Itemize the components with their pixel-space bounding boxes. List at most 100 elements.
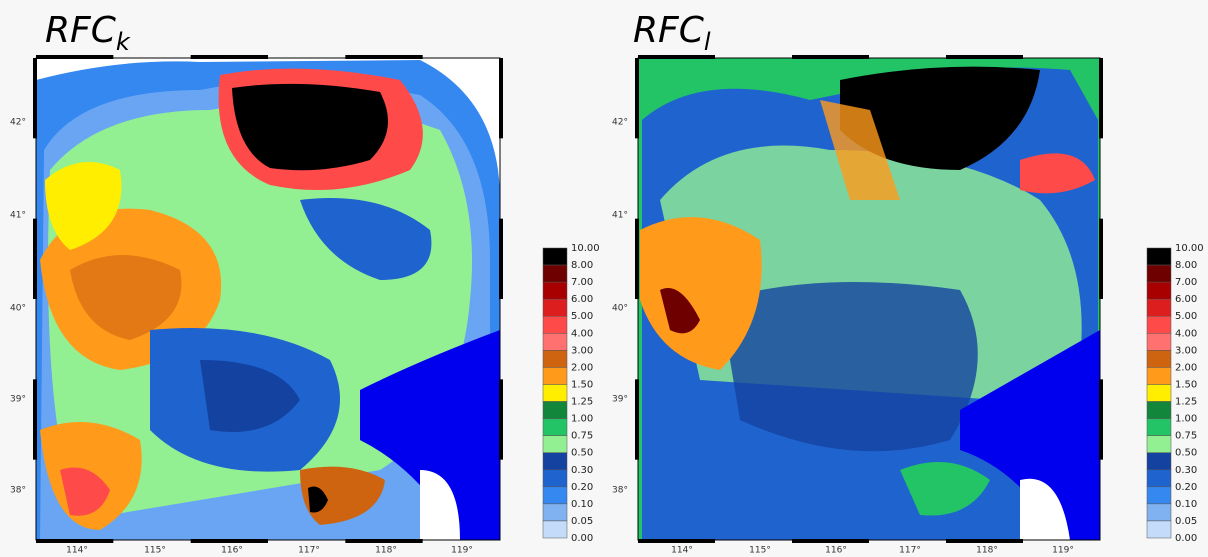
colorbar-cell xyxy=(1147,350,1171,367)
frame-band xyxy=(345,55,422,59)
frame-band xyxy=(33,219,37,299)
title-main: RFC xyxy=(45,10,117,51)
colorbar-cell xyxy=(543,282,567,299)
colorbar-cell xyxy=(1147,333,1171,350)
panel-title: RFCl xyxy=(633,10,711,56)
colorbar-label: 4.00 xyxy=(1175,328,1197,339)
figure: RFCk42°41°40°39°38°114°115°116°117°118°1… xyxy=(0,0,1208,557)
colorbar-label: 10.00 xyxy=(1175,243,1204,254)
colorbar-cell xyxy=(1147,487,1171,504)
colorbar-cell xyxy=(1147,248,1171,265)
colorbar-label: 0.50 xyxy=(571,448,593,459)
lat-label: 42° xyxy=(612,118,628,128)
lat-label: 38° xyxy=(612,486,628,496)
colorbar-cell xyxy=(543,265,567,282)
colorbar-label: 5.00 xyxy=(1175,311,1197,322)
lon-label: 114° xyxy=(66,546,88,556)
frame-band xyxy=(792,539,869,543)
lon-label: 116° xyxy=(825,546,847,556)
colorbar-label: 0.75 xyxy=(1175,431,1197,442)
frame-band xyxy=(345,539,422,543)
frame-band xyxy=(638,539,715,543)
frame-band xyxy=(1099,58,1103,138)
frame-band xyxy=(635,219,639,299)
colorbar-label: 10.00 xyxy=(571,243,600,254)
title-main: RFC xyxy=(633,10,705,51)
colorbar-cell xyxy=(1147,265,1171,282)
colorbar-label: 0.05 xyxy=(1175,516,1197,527)
lat-label: 40° xyxy=(612,304,628,314)
lon-label: 115° xyxy=(749,546,771,556)
lon-label: 119° xyxy=(451,546,473,556)
colorbar-label: 0.50 xyxy=(1175,448,1197,459)
colorbar-cell xyxy=(543,504,567,521)
colorbar-cell xyxy=(543,350,567,367)
colorbar-label: 0.20 xyxy=(1175,482,1197,493)
colorbar-cell xyxy=(1147,316,1171,333)
frame-band xyxy=(33,58,37,138)
colorbar-label: 1.00 xyxy=(571,414,593,425)
frame-band xyxy=(499,219,503,299)
lon-label: 115° xyxy=(144,546,166,556)
frame-band xyxy=(33,379,37,459)
frame-band xyxy=(191,55,268,59)
frame-band xyxy=(36,55,113,59)
lat-label: 38° xyxy=(10,486,26,496)
colorbar-cell xyxy=(1147,436,1171,453)
colorbar-cell xyxy=(1147,299,1171,316)
colorbar-label: 0.75 xyxy=(571,431,593,442)
colorbar-cell xyxy=(1147,521,1171,538)
colorbar-label: 1.50 xyxy=(1175,379,1197,390)
colorbar-label: 6.00 xyxy=(571,294,593,305)
lon-label: 114° xyxy=(671,546,693,556)
colorbar-cell xyxy=(543,470,567,487)
lon-label: 117° xyxy=(298,546,320,556)
colorbar-label: 1.50 xyxy=(571,379,593,390)
colorbar-cell xyxy=(543,367,567,384)
frame-band xyxy=(792,55,869,59)
colorbar-cell xyxy=(543,521,567,538)
colorbar-label: 6.00 xyxy=(1175,294,1197,305)
colorbar-cell xyxy=(543,384,567,401)
colorbar-cell xyxy=(1147,453,1171,470)
lat-label: 40° xyxy=(10,304,26,314)
colorbar-cell xyxy=(1147,367,1171,384)
map-left xyxy=(36,58,500,540)
frame-band xyxy=(36,539,113,543)
colorbar-label: 0.10 xyxy=(1175,499,1197,510)
colorbar-label: 8.00 xyxy=(1175,260,1197,271)
lon-label: 117° xyxy=(899,546,921,556)
panel-title: RFCk xyxy=(45,10,131,56)
colorbar-cell xyxy=(543,453,567,470)
colorbar-label: 2.00 xyxy=(1175,362,1197,373)
colorbar-label: 0.10 xyxy=(571,499,593,510)
title-sub: k xyxy=(116,28,131,56)
colorbar-label: 7.00 xyxy=(571,277,593,288)
frame-band xyxy=(1099,219,1103,299)
lon-label: 119° xyxy=(1052,546,1074,556)
colorbar-label: 8.00 xyxy=(571,260,593,271)
lat-label: 42° xyxy=(10,118,26,128)
colorbar-label: 2.00 xyxy=(571,362,593,373)
colorbar-label: 0.05 xyxy=(571,516,593,527)
colorbar-label: 1.25 xyxy=(571,397,593,408)
colorbar-label: 5.00 xyxy=(571,311,593,322)
colorbar-label: 3.00 xyxy=(571,345,593,356)
colorbar-cell xyxy=(543,419,567,436)
lat-label: 41° xyxy=(10,211,26,221)
colorbar-cell xyxy=(543,333,567,350)
colorbar-cell xyxy=(543,402,567,419)
lon-label: 116° xyxy=(221,546,243,556)
colorbar-label: 0.20 xyxy=(571,482,593,493)
frame-band xyxy=(1099,379,1103,459)
colorbar-cell xyxy=(1147,504,1171,521)
frame-band xyxy=(635,379,639,459)
map-right xyxy=(638,58,1100,540)
colorbar-cell xyxy=(1147,402,1171,419)
lon-label: 118° xyxy=(375,546,397,556)
frame-band xyxy=(946,55,1023,59)
colorbar-label: 1.25 xyxy=(1175,397,1197,408)
colorbar-cell xyxy=(1147,282,1171,299)
colorbar-label: 0.00 xyxy=(1175,533,1197,544)
frame-band xyxy=(499,379,503,459)
